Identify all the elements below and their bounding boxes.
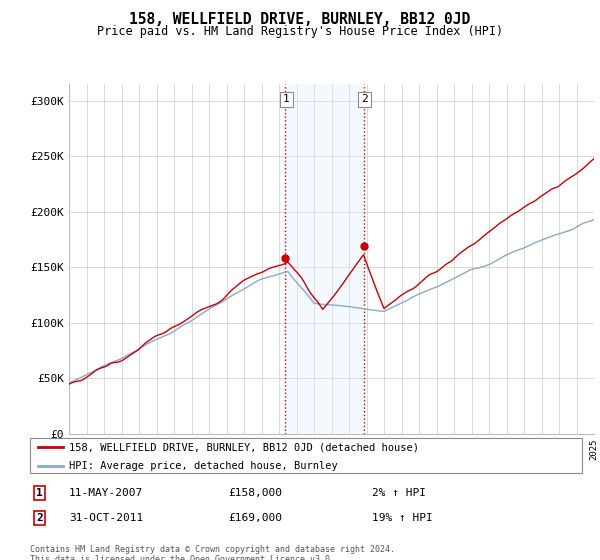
Text: 19% ↑ HPI: 19% ↑ HPI [372, 513, 433, 523]
Text: 158, WELLFIELD DRIVE, BURNLEY, BB12 0JD: 158, WELLFIELD DRIVE, BURNLEY, BB12 0JD [130, 12, 470, 27]
Text: 158, WELLFIELD DRIVE, BURNLEY, BB12 0JD (detached house): 158, WELLFIELD DRIVE, BURNLEY, BB12 0JD … [68, 442, 419, 452]
Text: 1: 1 [283, 95, 290, 105]
Text: 2: 2 [36, 513, 43, 523]
Text: 2: 2 [361, 95, 368, 105]
Text: Contains HM Land Registry data © Crown copyright and database right 2024.
This d: Contains HM Land Registry data © Crown c… [30, 545, 395, 560]
Text: 1: 1 [36, 488, 43, 498]
Text: 31-OCT-2011: 31-OCT-2011 [69, 513, 143, 523]
Text: £158,000: £158,000 [228, 488, 282, 498]
Text: Price paid vs. HM Land Registry's House Price Index (HPI): Price paid vs. HM Land Registry's House … [97, 25, 503, 38]
Text: £169,000: £169,000 [228, 513, 282, 523]
Bar [286, 84, 364, 434]
Text: HPI: Average price, detached house, Burnley: HPI: Average price, detached house, Burn… [68, 460, 337, 470]
Text: 11-MAY-2007: 11-MAY-2007 [69, 488, 143, 498]
Text: 2% ↑ HPI: 2% ↑ HPI [372, 488, 426, 498]
FancyBboxPatch shape [30, 438, 582, 473]
